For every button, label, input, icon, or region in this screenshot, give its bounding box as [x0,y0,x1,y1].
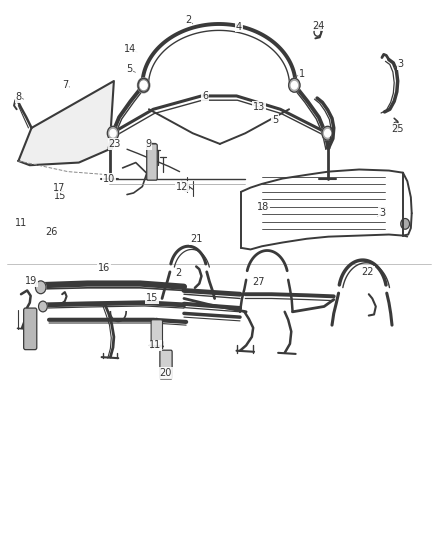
Text: 20: 20 [159,368,172,378]
Circle shape [35,281,46,294]
Text: 5: 5 [272,115,278,125]
FancyBboxPatch shape [24,308,37,350]
Text: 25: 25 [392,124,404,134]
Text: 8: 8 [15,92,21,102]
Text: 12: 12 [176,182,188,191]
Circle shape [325,130,331,137]
Circle shape [401,219,410,229]
Circle shape [140,81,147,90]
Text: 3: 3 [398,59,404,69]
Circle shape [138,78,149,92]
FancyBboxPatch shape [147,144,157,180]
Circle shape [110,130,116,137]
Text: 11: 11 [15,218,27,228]
FancyBboxPatch shape [151,320,162,345]
Text: 21: 21 [190,234,202,244]
Text: 4: 4 [236,22,242,31]
Circle shape [138,78,150,93]
Circle shape [39,301,47,312]
Text: 18: 18 [257,202,269,212]
Circle shape [289,78,300,92]
Text: 7: 7 [62,80,68,90]
Circle shape [107,126,119,140]
Text: 9: 9 [145,139,151,149]
Text: 23: 23 [109,139,121,149]
Text: 22: 22 [362,267,374,277]
Text: 14: 14 [124,44,137,54]
Text: 1: 1 [299,69,305,78]
Text: 16: 16 [98,263,110,272]
Text: 5: 5 [126,64,132,74]
Text: 24: 24 [313,21,325,30]
Text: 15: 15 [54,191,67,201]
Text: 17: 17 [53,183,65,192]
Text: 11: 11 [149,341,162,350]
Circle shape [141,82,147,89]
FancyBboxPatch shape [160,350,172,379]
Text: 10: 10 [102,174,115,183]
Text: 6: 6 [202,91,208,101]
Circle shape [291,82,297,89]
Text: 13: 13 [253,102,265,111]
Text: 19: 19 [25,277,38,286]
Circle shape [322,126,333,140]
Text: 3: 3 [379,208,385,218]
Text: 2: 2 [185,15,191,25]
Text: 2: 2 [176,268,182,278]
Polygon shape [18,81,114,165]
Text: 15: 15 [146,294,159,303]
Text: 26: 26 [46,227,58,237]
Text: 27: 27 [252,278,265,287]
